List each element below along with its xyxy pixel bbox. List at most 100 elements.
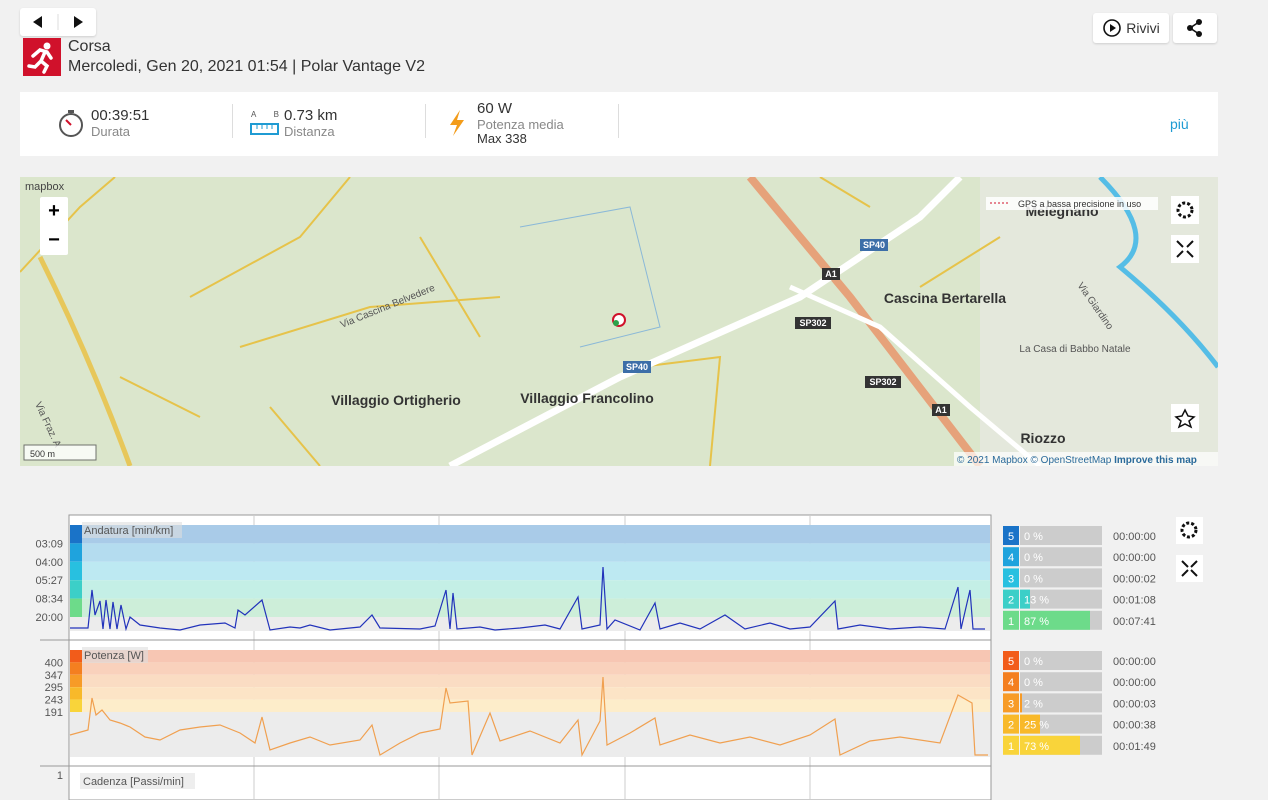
zoom-in[interactable]: + [48,200,60,222]
zone-share: 0 % [1024,656,1043,668]
zone-number: 1 [1008,616,1014,628]
zone-time: 00:00:00 [1113,677,1156,689]
zone-bar-fill [1020,735,1080,755]
zone-bar-bg [1020,693,1102,713]
zone-share: 2 % [1024,698,1043,710]
power-max: Max 338 [477,131,527,146]
minor-roads [20,177,1001,466]
power-label: Potenza media [477,117,564,132]
y-tick-label: 08:34 [35,594,63,606]
shield: A1 [825,269,837,279]
back-button[interactable] [33,16,42,28]
y-tick-label: 243 [45,695,63,707]
zone-bar-bg [1020,589,1102,609]
zone-time: 00:01:08 [1113,595,1156,607]
zone-band [70,662,990,675]
distance-value: 0.73 km [284,107,338,124]
play-icon [1103,19,1122,37]
zone-time: 00:00:00 [1113,656,1156,668]
zone-number-bg [1003,714,1019,734]
gear-icon [1180,521,1198,539]
cadence-title: Cadenza [Passi/min] [83,776,184,788]
shield: SP302 [869,377,896,387]
attribution-mapbox[interactable]: © 2021 Mapbox [957,455,1028,466]
map-fullscreen[interactable] [1171,235,1199,263]
chart-fullscreen[interactable] [1176,555,1203,582]
zone-band [70,561,990,581]
zone-time: 00:00:00 [1113,531,1156,543]
zone-share: 0 % [1024,677,1043,689]
y-tick-label: 347 [45,670,63,682]
zone-time: 00:01:49 [1113,741,1156,753]
zone-strip [70,525,82,544]
zone-band [70,598,990,617]
y-tick-label: 400 [45,657,63,669]
place-label: Riozzo [1020,430,1065,446]
road-shields: SP40 SP40 A1 A1 SP302 SP302 [623,239,950,416]
scale-bar [23,444,97,461]
nav-buttons [20,8,96,36]
y-tick-label: 05:27 [35,575,63,587]
zone-bar-bg [1020,714,1102,734]
power-title: Potenza [W] [84,650,144,662]
share-button[interactable] [1173,13,1217,43]
river [1098,177,1218,369]
session-info: Mercoledi, Gen 20, 2021 01:54 | Polar Va… [68,58,425,75]
shield: SP40 [863,240,885,250]
zoom-out[interactable]: − [48,229,60,251]
chart-settings[interactable] [1176,517,1203,544]
zone-share: 13 % [1024,595,1049,607]
forward-button[interactable] [74,16,83,28]
zone-number-bg [1003,610,1019,630]
zone-time: 00:00:38 [1113,720,1156,732]
zone-number: 3 [1008,698,1014,710]
y-tick-label: 03:09 [35,538,63,550]
map[interactable]: Melegnano Cascina Bertarella Villaggio O… [20,177,1218,466]
zone-bar-fill [1020,714,1040,734]
cadence-tick: 1 [57,770,63,782]
road [37,255,133,466]
expand-icon [1176,240,1194,258]
poi-label: La Casa di Babbo Natale [1019,344,1131,355]
zone-bar-bg [1020,568,1102,588]
shield: SP40 [626,362,648,372]
start-marker[interactable] [613,320,619,326]
attribution-osm[interactable]: © OpenStreetMap [1031,455,1112,466]
place-label: Villaggio Francolino [520,390,654,406]
zone-band [70,687,990,700]
attribution-improve[interactable]: Improve this map [1114,455,1197,466]
attribution-bg [954,452,1218,466]
zone-band [70,580,990,599]
zone-number-bg [1003,547,1019,567]
zone-number: 2 [1008,720,1014,732]
map-settings[interactable] [1171,196,1199,224]
zone-bar-fill [1020,610,1090,630]
zone-strip [70,662,82,675]
zone-number-bg [1003,651,1019,670]
road-sp302 [788,284,1042,466]
zone-strip [70,687,82,700]
replay-button[interactable]: Rivivi [1093,13,1169,43]
zone-time: 00:00:00 [1113,552,1156,564]
map-favorite[interactable] [1171,404,1199,432]
zone-band [70,699,990,712]
stopwatch-icon [59,110,83,137]
zone-number-bg [1003,526,1019,545]
zone-number-bg [1003,568,1019,588]
zone-bar-bg [1020,672,1102,692]
zone-strip [70,699,82,712]
y-tick-label: 20:00 [35,612,63,624]
zone-share: 0 % [1024,531,1043,543]
divider [425,104,426,138]
zone-share: 0 % [1024,573,1043,585]
star-icon [1174,408,1196,429]
power-value: 60 W [477,100,513,117]
icon-b: B [273,110,279,119]
more-link[interactable]: più [1170,116,1189,132]
zone-band [70,543,990,562]
y-tick-label: 191 [45,707,63,719]
divider [232,104,233,138]
